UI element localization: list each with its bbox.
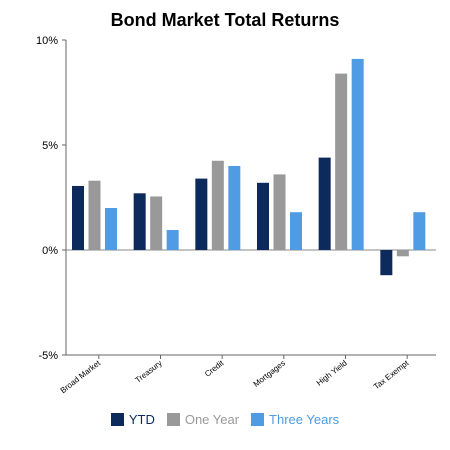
bar-one-year xyxy=(273,174,286,250)
bar-three-years xyxy=(290,212,302,250)
bar-one-year xyxy=(150,196,163,250)
bar-three-years xyxy=(105,208,117,250)
bar-three-years xyxy=(228,166,241,250)
legend-label: Three Years xyxy=(269,412,340,427)
y-tick-label: -5% xyxy=(38,350,58,362)
x-tick-label: Tax Exempt xyxy=(372,358,411,391)
bar-three-years xyxy=(413,212,426,250)
legend: YTD One Year Three Years xyxy=(0,412,450,427)
bar-ytd xyxy=(380,250,393,276)
x-tick-label: High Yield xyxy=(315,358,349,387)
bar-ytd xyxy=(257,182,269,250)
y-tick-label: 5% xyxy=(42,140,58,152)
bar-ytd xyxy=(195,178,208,250)
x-tick-label: Mortgages xyxy=(252,358,287,388)
y-tick-label: 0% xyxy=(42,245,58,257)
bar-ytd xyxy=(318,157,331,250)
bar-one-year xyxy=(88,180,101,250)
x-tick-label: Treasury xyxy=(134,358,164,384)
bar-ytd xyxy=(72,185,84,250)
y-tick-label: 10% xyxy=(36,35,58,47)
legend-label: YTD xyxy=(128,412,155,427)
bar-ytd xyxy=(133,193,146,250)
legend-item-ytd: YTD xyxy=(110,412,155,427)
legend-swatch xyxy=(110,413,124,426)
legend-swatch xyxy=(251,413,265,426)
chart-title: Bond Market Total Returns xyxy=(110,10,340,30)
bar-three-years xyxy=(351,58,364,251)
bar-three-years xyxy=(166,230,179,250)
bar-one-year xyxy=(396,250,409,257)
legend-swatch xyxy=(166,413,180,426)
legend-item-three-years: Three Years xyxy=(251,412,339,427)
legend-item-one-year: One Year xyxy=(166,412,240,427)
legend-label: One Year xyxy=(184,412,240,427)
x-tick-label: Credit xyxy=(203,358,226,379)
bar-one-year xyxy=(211,160,224,250)
x-tick-label: Broad Market xyxy=(59,358,103,395)
bar-one-year xyxy=(335,73,348,250)
